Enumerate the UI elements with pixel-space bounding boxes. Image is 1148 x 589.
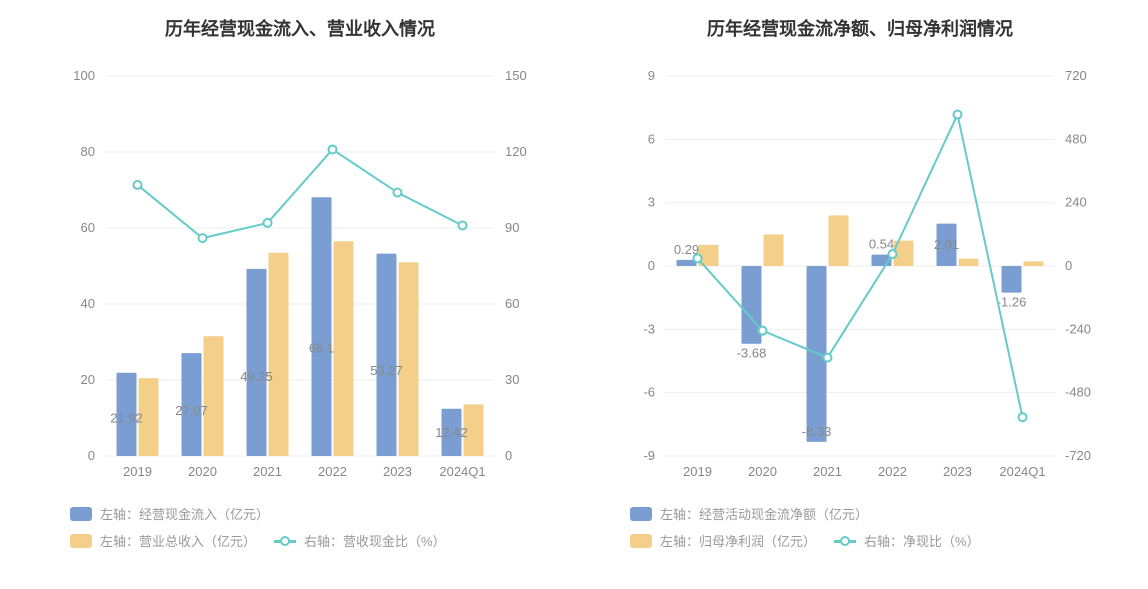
- svg-text:80: 80: [81, 144, 95, 159]
- legend-label: 右轴：营收现金比（%）: [304, 531, 446, 550]
- svg-text:0: 0: [1065, 258, 1072, 273]
- svg-text:2.01: 2.01: [934, 237, 959, 252]
- right-panel: 历年经营现金流净额、归母净利润情况 -9 -6 -3 0 3 6 9 -720 -480 -240…: [590, 10, 1130, 569]
- legend-label: 左轴：营业总收入（亿元）: [100, 531, 256, 550]
- svg-text:-1.26: -1.26: [997, 295, 1027, 310]
- legend-item-yellow: 左轴：归母净利润（亿元）: [630, 531, 816, 550]
- svg-text:68.1: 68.1: [309, 340, 334, 355]
- svg-text:-240: -240: [1065, 321, 1091, 336]
- svg-text:0: 0: [505, 448, 512, 463]
- svg-text:480: 480: [1065, 131, 1087, 146]
- legend-item-yellow: 左轴：营业总收入（亿元）: [70, 531, 256, 550]
- svg-text:-8.33: -8.33: [802, 424, 832, 439]
- svg-text:120: 120: [505, 144, 527, 159]
- svg-text:2021: 2021: [813, 464, 842, 479]
- svg-text:2021: 2021: [253, 464, 282, 479]
- svg-text:9: 9: [648, 68, 655, 83]
- svg-text:-3.68: -3.68: [737, 346, 767, 361]
- svg-text:2024Q1: 2024Q1: [439, 464, 485, 479]
- svg-text:30: 30: [505, 372, 519, 387]
- legend-label: 右轴：净现比（%）: [864, 531, 980, 550]
- legend-item-line: 右轴：营收现金比（%）: [274, 531, 446, 550]
- left-legend: 左轴：经营现金流入（亿元） 左轴：营业总收入（亿元） 右轴：营收现金比（%）: [30, 504, 570, 550]
- svg-text:-720: -720: [1065, 448, 1091, 463]
- legend-swatch-yellow: [630, 534, 652, 548]
- legend-item-blue: 左轴：经营活动现金流净额（亿元）: [630, 504, 868, 523]
- svg-text:0: 0: [648, 258, 655, 273]
- svg-text:2023: 2023: [943, 464, 972, 479]
- svg-text:3: 3: [648, 195, 655, 210]
- legend-swatch-line: [834, 534, 856, 548]
- svg-text:-480: -480: [1065, 385, 1091, 400]
- svg-text:2023: 2023: [383, 464, 412, 479]
- svg-text:100: 100: [73, 68, 95, 83]
- legend-swatch-line: [274, 534, 296, 548]
- svg-text:60: 60: [81, 220, 95, 235]
- svg-text:2019: 2019: [123, 464, 152, 479]
- legend-swatch-yellow: [70, 534, 92, 548]
- svg-text:2020: 2020: [748, 464, 777, 479]
- legend-swatch-blue: [630, 507, 652, 521]
- svg-text:0: 0: [88, 448, 95, 463]
- legend-item-blue: 左轴：经营现金流入（亿元）: [70, 504, 269, 523]
- svg-text:21.92: 21.92: [110, 411, 143, 426]
- svg-text:240: 240: [1065, 195, 1087, 210]
- svg-text:27.07: 27.07: [175, 403, 208, 418]
- left-chart-area: 0 20 40 60 80 100 0 30 60 90 120 150 2019 2020 2021 202…: [50, 56, 550, 496]
- svg-text:90: 90: [505, 220, 519, 235]
- svg-text:49.25: 49.25: [240, 369, 273, 384]
- svg-text:2022: 2022: [878, 464, 907, 479]
- svg-text:6: 6: [648, 131, 655, 146]
- dashboard: 历年经营现金流入、营业收入情况 020406080100030609012015…: [0, 0, 1148, 589]
- svg-text:2024Q1: 2024Q1: [999, 464, 1045, 479]
- legend-label: 左轴：经营活动现金流净额（亿元）: [660, 504, 868, 523]
- svg-text:-6: -6: [643, 385, 655, 400]
- svg-text:150: 150: [505, 68, 527, 83]
- svg-text:60: 60: [505, 296, 519, 311]
- left-panel: 历年经营现金流入、营业收入情况 0 20 40 60 80 100 0 30 60 90 120 15…: [30, 10, 570, 569]
- svg-text:-9: -9: [643, 448, 655, 463]
- svg-text:2022: 2022: [318, 464, 347, 479]
- right-chart-area: -9 -6 -3 0 3 6 9 -720 -480 -240 0 240 480 720 2019 2020…: [610, 56, 1110, 496]
- svg-text:2020: 2020: [188, 464, 217, 479]
- svg-text:53.27: 53.27: [370, 363, 403, 378]
- legend-swatch-blue: [70, 507, 92, 521]
- left-chart-title: 历年经营现金流入、营业收入情况: [165, 15, 435, 41]
- right-chart-title: 历年经营现金流净额、归母净利润情况: [707, 15, 1013, 41]
- right-chart-svg: -9 -6 -3 0 3 6 9 -720 -480 -240 0 240 480 720 2019 2020…: [610, 56, 1110, 496]
- svg-text:-3: -3: [643, 321, 655, 336]
- left-chart-svg: 0 20 40 60 80 100 0 30 60 90 120 150 2019 2020 2021 202…: [50, 56, 550, 496]
- svg-text:40: 40: [81, 296, 95, 311]
- right-legend: 左轴：经营活动现金流净额（亿元） 左轴：归母净利润（亿元） 右轴：净现比（%）: [590, 504, 1130, 550]
- legend-item-line: 右轴：净现比（%）: [834, 531, 980, 550]
- svg-text:12.42: 12.42: [435, 425, 468, 440]
- svg-text:20: 20: [81, 372, 95, 387]
- svg-text:0.54: 0.54: [869, 237, 894, 252]
- legend-label: 左轴：经营现金流入（亿元）: [100, 504, 269, 523]
- legend-label: 左轴：归母净利润（亿元）: [660, 531, 816, 550]
- svg-text:2019: 2019: [683, 464, 712, 479]
- svg-text:720: 720: [1065, 68, 1087, 83]
